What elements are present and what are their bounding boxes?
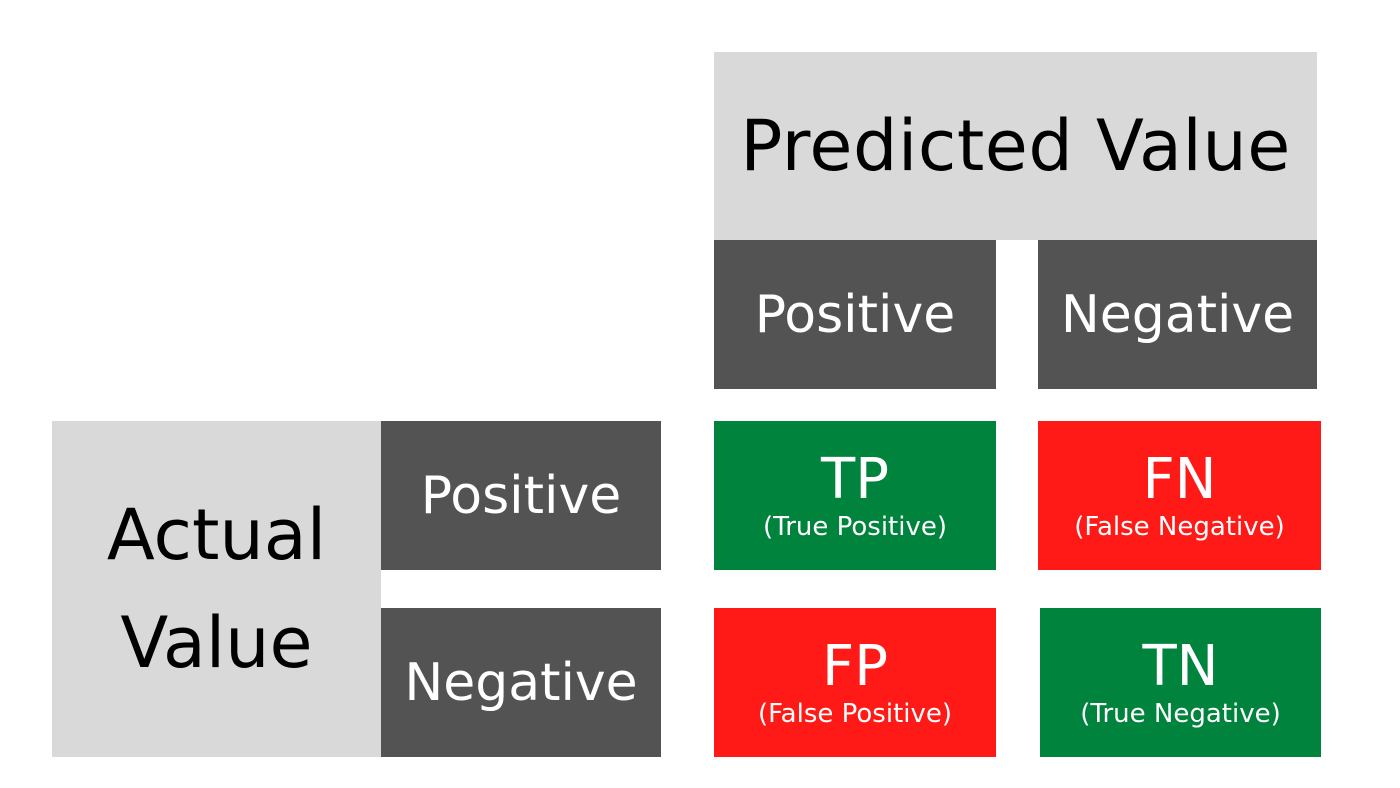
true-negative-full: (True Negative) <box>1080 698 1281 729</box>
predicted-negative-label: Negative <box>1060 284 1295 345</box>
true-positive-full: (True Positive) <box>762 511 947 542</box>
actual-negative-label: Negative <box>404 652 638 713</box>
predicted-positive-header: Positive <box>714 240 996 389</box>
predicted-value-header: Predicted Value <box>714 52 1317 240</box>
true-negative-abbr: TN <box>1142 633 1219 699</box>
actual-negative-header: Negative <box>381 608 661 757</box>
predicted-negative-header: Negative <box>1038 240 1317 389</box>
actual-value-label-line1: Actual <box>106 493 327 576</box>
predicted-positive-label: Positive <box>754 284 956 345</box>
predicted-value-label: Predicted Value <box>740 105 1291 187</box>
false-negative-abbr: FN <box>1142 446 1217 512</box>
false-negative-full: (False Negative) <box>1074 511 1285 542</box>
true-negative-cell: TN (True Negative) <box>1040 608 1321 757</box>
actual-positive-label: Positive <box>420 465 622 526</box>
actual-positive-header: Positive <box>381 421 661 570</box>
false-negative-cell: FN (False Negative) <box>1038 421 1321 570</box>
false-positive-cell: FP (False Positive) <box>714 608 996 757</box>
actual-value-header: Actual Value <box>52 421 381 757</box>
false-positive-full: (False Positive) <box>757 698 953 729</box>
false-positive-abbr: FP <box>822 633 888 699</box>
true-positive-cell: TP (True Positive) <box>714 421 996 570</box>
true-positive-abbr: TP <box>821 446 889 512</box>
actual-value-label-line2: Value <box>120 602 313 684</box>
